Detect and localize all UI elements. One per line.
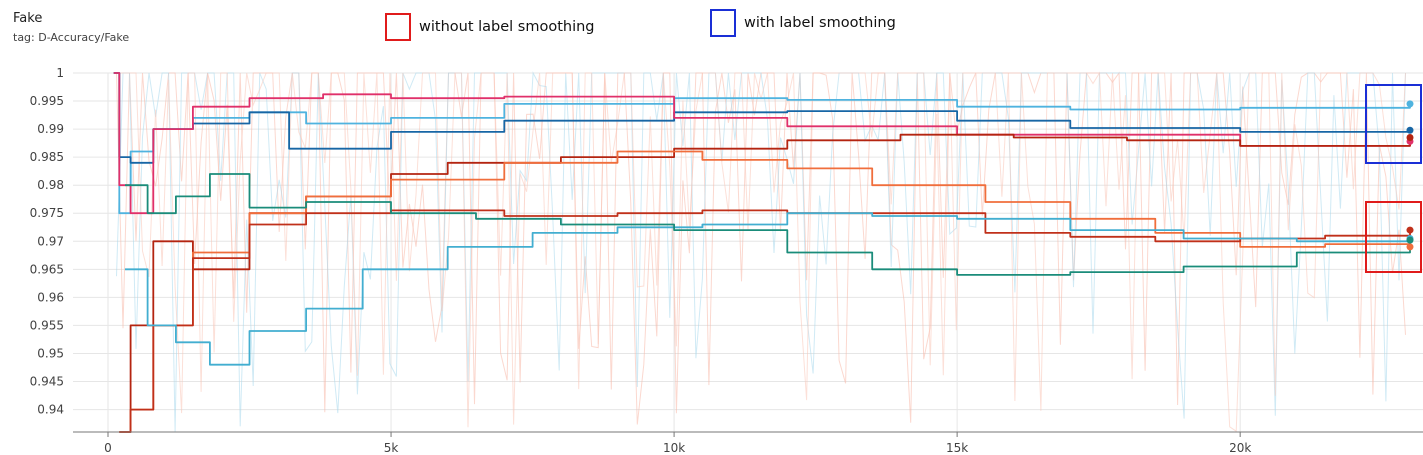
series-endpoint-3	[1406, 134, 1414, 142]
legend-label-with-smoothing: with label smoothing	[744, 15, 896, 31]
series-line-0	[113, 72, 1411, 215]
y-tick-label: 0.995	[30, 94, 64, 108]
y-tick-label: 0.945	[30, 375, 64, 389]
legend-box-blue	[710, 9, 736, 37]
raw-noise-traces	[116, 71, 1406, 433]
highlight-box-without-smoothing	[1365, 201, 1422, 273]
x-tick-label: 0	[104, 441, 112, 455]
gridlines	[73, 72, 1423, 432]
series-endpoint-4	[1406, 243, 1414, 251]
y-tick-label: 0.955	[30, 318, 64, 332]
y-tick-label: 0.975	[30, 206, 64, 220]
series-lines	[113, 72, 1411, 433]
x-tick-label: 10k	[663, 441, 685, 455]
legend-item-with-smoothing: with label smoothing	[710, 9, 896, 37]
x-tick-label: 20k	[1229, 441, 1251, 455]
y-tick-label: 0.985	[30, 150, 64, 164]
legend-label-without-smoothing: without label smoothing	[419, 19, 595, 35]
series-endpoint-5	[1406, 226, 1414, 234]
chart-tag: tag: D-Accuracy/Fake	[13, 31, 130, 44]
highlight-box-with-smoothing	[1365, 84, 1422, 164]
raw-trace-0	[116, 71, 1406, 425]
y-tick-label: 0.98	[37, 178, 64, 192]
y-tick-label: 0.99	[37, 122, 64, 136]
series-endpoint-0	[1406, 100, 1414, 108]
y-tick-label: 0.97	[37, 234, 64, 248]
legend-item-without-smoothing: without label smoothing	[385, 13, 595, 41]
chart-title: Fake	[13, 11, 43, 26]
legend-box-red	[385, 13, 411, 41]
series-line-5	[119, 209, 1411, 433]
y-tick-label: 0.965	[30, 262, 64, 276]
y-tick-label: 1	[56, 66, 64, 80]
y-tick-label: 0.96	[37, 290, 64, 304]
y-axis-ticks: 0.94 0.945 0.95 0.955 0.96 0.965 0.97 0.975 0.98…	[30, 66, 64, 417]
y-tick-label: 0.95	[37, 346, 64, 360]
x-axis-ticks: 0 5k 10k 15k 20k	[104, 432, 1251, 455]
series-endpoints	[1406, 100, 1414, 251]
series-line-7	[125, 173, 1411, 276]
series-endpoint-1	[1406, 126, 1414, 134]
x-tick-label: 5k	[384, 441, 399, 455]
y-tick-label: 0.94	[37, 403, 64, 417]
series-line-6	[125, 212, 1411, 366]
series-endpoint-7	[1406, 236, 1414, 244]
series-line-1	[113, 72, 1411, 164]
x-tick-label: 15k	[946, 441, 968, 455]
